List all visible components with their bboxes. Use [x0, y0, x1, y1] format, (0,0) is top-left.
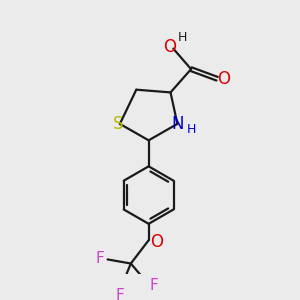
- Text: O: O: [218, 70, 230, 88]
- Text: F: F: [116, 287, 124, 300]
- Text: O: O: [150, 232, 163, 250]
- Text: N: N: [171, 115, 184, 133]
- Text: F: F: [95, 250, 104, 266]
- Text: H: H: [178, 31, 188, 44]
- Text: H: H: [186, 123, 196, 136]
- Text: F: F: [150, 278, 158, 293]
- Text: O: O: [163, 38, 176, 56]
- Text: S: S: [113, 115, 124, 133]
